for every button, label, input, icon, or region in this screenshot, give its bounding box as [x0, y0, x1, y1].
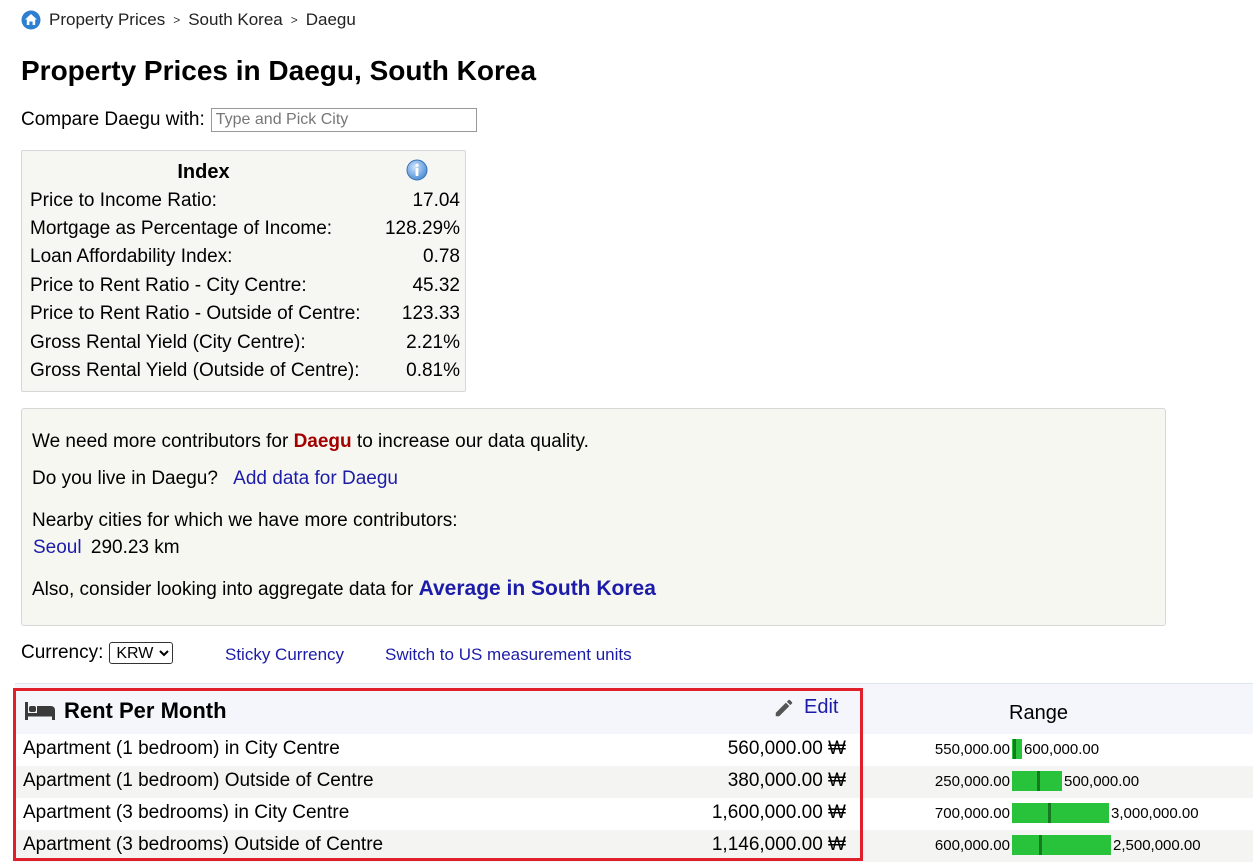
index-heading: Index	[177, 161, 230, 183]
item-label: Apartment (3 bedrooms) in City Centre	[23, 802, 350, 823]
compare-label: Compare Daegu with:	[21, 109, 205, 130]
index-value: 0.81%	[406, 360, 460, 381]
range-max: 600,000.00	[1024, 741, 1100, 758]
range-min: 700,000.00	[934, 805, 1010, 822]
index-label: Price to Rent Ratio - Outside of Centre:	[30, 303, 361, 324]
range-min: 250,000.00	[934, 773, 1010, 790]
table-row: Apartment (1 bedroom) Outside of Centre …	[15, 766, 1253, 798]
index-value: 123.33	[401, 303, 460, 324]
compare-city: Compare Daegu with:	[21, 108, 477, 132]
page-title: Property Prices in Daegu, South Korea	[21, 55, 537, 86]
range-max: 500,000.00	[1064, 773, 1140, 790]
rent-table: Rent Per Month Edit Range Apartment (1 b…	[15, 683, 1253, 868]
switch-units-link[interactable]: Switch to US measurement units	[385, 645, 632, 664]
index-row: Gross Rental Yield (Outside of Centre): …	[30, 358, 460, 384]
breadcrumb-south-korea[interactable]: South Korea	[188, 10, 283, 29]
aggregate-line: Also, consider looking into aggregate da…	[32, 577, 656, 601]
contributors-message: We need more contributors for Daegu to i…	[32, 431, 589, 453]
edit-control[interactable]: Edit	[773, 696, 838, 719]
range-bar	[1012, 771, 1062, 791]
aggregate-link[interactable]: Average in South Korea	[418, 577, 656, 600]
item-label: Apartment (3 bedrooms) Outside of Centre	[23, 834, 384, 855]
range-min: 550,000.00	[934, 741, 1010, 758]
breadcrumb-separator: >	[290, 13, 298, 27]
breadcrumb: Property Prices > South Korea > Daegu	[21, 8, 356, 32]
range-min: 600,000.00	[934, 837, 1010, 854]
contributors-text: We need more contributors for	[32, 431, 289, 452]
range-marker	[1036, 771, 1040, 791]
index-row: Loan Affordability Index: 0.78	[30, 244, 460, 270]
index-value: 128.29%	[384, 218, 460, 239]
index-value: 17.04	[412, 190, 460, 211]
index-label: Price to Income Ratio:	[30, 190, 217, 211]
currency-label: Currency:	[21, 642, 104, 663]
range-marker	[1012, 739, 1016, 759]
section-title: Rent Per Month	[25, 698, 227, 724]
table-top-border	[15, 683, 1253, 684]
breadcrumb-daegu: Daegu	[305, 10, 356, 29]
table-row: Apartment (3 bedrooms) Outside of Centre…	[15, 830, 1253, 862]
index-row: Gross Rental Yield (City Centre): 2.21%	[30, 330, 460, 356]
contributors-text: to increase our data quality.	[356, 431, 589, 452]
rent-table-header: Rent Per Month Edit Range	[15, 684, 1253, 734]
range-max: 3,000,000.00	[1111, 805, 1199, 822]
breadcrumb-property-prices[interactable]: Property Prices	[49, 10, 166, 29]
index-label: Price to Rent Ratio - City Centre:	[30, 275, 307, 296]
item-label: Apartment (1 bedroom) Outside of Centre	[23, 770, 374, 791]
range-header: Range	[1009, 702, 1068, 724]
city-name: Daegu	[293, 431, 352, 452]
range-marker	[1048, 803, 1052, 823]
range-marker	[1039, 835, 1043, 855]
index-label: Gross Rental Yield (Outside of Centre):	[30, 360, 360, 381]
range-bar	[1012, 739, 1022, 759]
contributors-panel: We need more contributors for Daegu to i…	[21, 408, 1166, 626]
table-row: Apartment (3 bedrooms) in City Centre 1,…	[15, 798, 1253, 830]
index-row: Price to Rent Ratio - City Centre: 45.32	[30, 273, 460, 299]
index-value: 0.78	[423, 246, 460, 267]
index-label: Mortgage as Percentage of Income:	[30, 218, 333, 239]
item-price: 380,000.00 ₩	[727, 770, 846, 791]
range-bar	[1012, 803, 1109, 823]
live-question-line: Do you live in Daegu? Add data for Daegu	[32, 468, 398, 490]
edit-link[interactable]: Edit	[804, 696, 839, 718]
index-label: Loan Affordability Index:	[30, 246, 233, 267]
index-panel: Index Price to Income Ratio: 17.04 Mortg…	[21, 150, 466, 392]
index-row: Mortgage as Percentage of Income: 128.29…	[30, 216, 460, 242]
index-value: 2.21%	[406, 332, 460, 353]
item-price: 1,600,000.00 ₩	[711, 802, 846, 823]
table-row: Apartment (1 bedroom) in City Centre 560…	[15, 734, 1253, 766]
live-question: Do you live in Daegu?	[32, 468, 218, 489]
index-value: 45.32	[412, 275, 460, 296]
index-label: Gross Rental Yield (City Centre):	[30, 332, 306, 353]
home-icon[interactable]	[21, 10, 41, 30]
rent-section-title: Rent Per Month	[64, 698, 227, 723]
item-price: 560,000.00 ₩	[727, 738, 846, 759]
info-icon[interactable]	[406, 159, 428, 181]
currency-select[interactable]: KRW	[109, 642, 174, 664]
pencil-icon[interactable]	[773, 697, 795, 719]
aggregate-text: Also, consider looking into aggregate da…	[32, 579, 414, 600]
item-price: 1,146,000.00 ₩	[711, 834, 846, 855]
nearby-text: Nearby cities for which we have more con…	[32, 510, 458, 531]
add-data-link[interactable]: Add data for Daegu	[233, 468, 398, 489]
nearby-city-line: Seoul 290.23 km	[33, 537, 180, 559]
nearby-distance: 290.23 km	[90, 537, 180, 558]
sticky-currency-link[interactable]: Sticky Currency	[225, 645, 345, 664]
index-row: Price to Rent Ratio - Outside of Centre:…	[30, 301, 460, 327]
range-bar	[1012, 835, 1111, 855]
compare-city-input[interactable]	[210, 108, 477, 132]
bed-icon	[25, 702, 55, 720]
currency-selector: Currency: KRW	[21, 642, 174, 664]
item-label: Apartment (1 bedroom) in City Centre	[23, 738, 340, 759]
index-row: Price to Income Ratio: 17.04	[30, 188, 460, 214]
range-max: 2,500,000.00	[1113, 837, 1201, 854]
nearby-city-link[interactable]: Seoul	[33, 537, 82, 558]
breadcrumb-separator: >	[173, 13, 181, 27]
